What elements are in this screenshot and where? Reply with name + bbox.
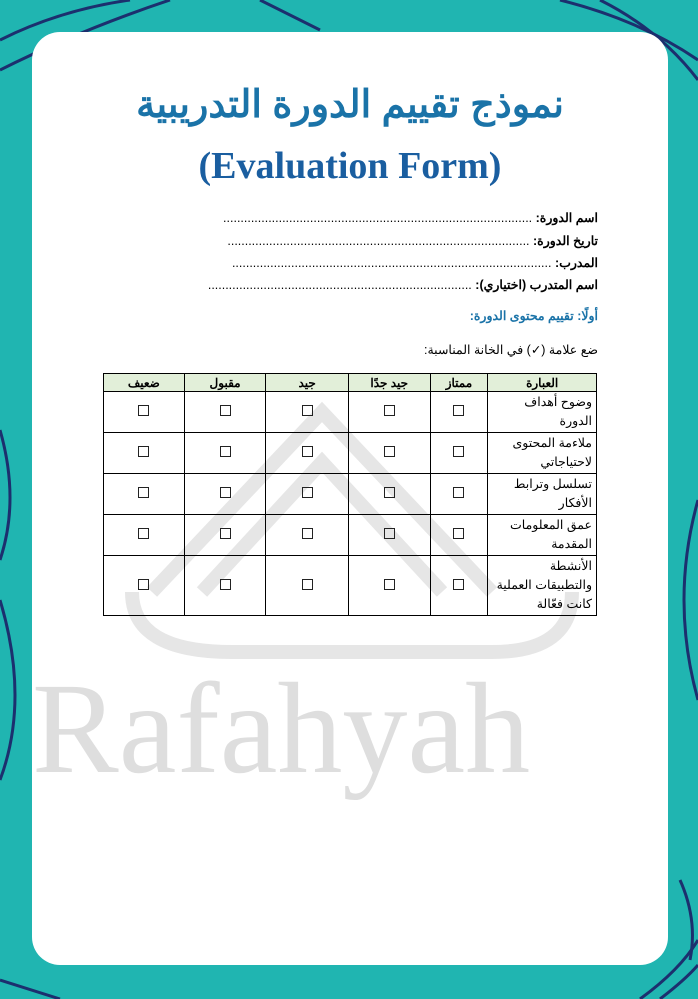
checkbox-excellent[interactable] [453,446,465,457]
section-heading: أولًا: تقييم محتوى الدورة: [469,309,598,323]
rating-cell-very-good [347,473,431,515]
checkbox-excellent[interactable] [453,487,465,498]
instruction-text: ضع علامة (✓) في الخانة المناسبة: [424,343,598,357]
checkbox-very-good[interactable] [383,578,395,590]
statement-cell: وضوح أهداف الدورة [487,391,597,433]
field-label: اسم الدورة: [535,211,598,225]
rating-cell-acceptable [183,555,267,616]
field-blank: ........................................… [223,211,533,225]
statement-cell: عمق المعلومات المقدمة [487,514,597,556]
course-date-field[interactable]: تاريخ الدورة: ..........................… [227,233,598,248]
checkbox-very-good[interactable] [383,446,395,457]
header-good: جيد [265,373,349,392]
statement-cell: الأنشطة والتطبيقات العملية كانت فعّالة [487,555,597,616]
checkbox-excellent[interactable] [453,405,465,416]
header-acceptable: مقبول [183,373,267,392]
checkbox-acceptable[interactable] [219,578,231,590]
rating-cell-very-good [347,514,431,556]
rating-cell-good [265,432,349,474]
rating-cell-good [265,473,349,515]
header-statement: العبارة [487,373,597,392]
table-row: تسلسل وترابط الأفكار [103,473,597,515]
header-weak: ضعيف [103,373,185,392]
statement-cell: تسلسل وترابط الأفكار [487,473,597,515]
field-blank: ........................................… [207,278,472,292]
field-label: تاريخ الدورة: [533,234,598,248]
checkbox-very-good[interactable] [383,405,395,416]
field-blank: ........................................… [231,256,552,270]
table-row: ملاءمة المحتوى لاحتياجاتي [103,432,597,474]
page-title-english: (Evaluation Form) [198,145,502,187]
rating-cell-excellent [429,514,489,556]
checkbox-very-good[interactable] [383,487,395,498]
rating-cell-good [265,555,349,616]
table-row: عمق المعلومات المقدمة [103,514,597,556]
rating-cell-excellent [429,432,489,474]
rating-cell-excellent [429,555,489,616]
rating-cell-weak [103,432,185,474]
header-very-good: جيد جدًا [347,373,431,392]
checkbox-good[interactable] [301,487,313,498]
checkbox-weak[interactable] [138,487,150,498]
rating-cell-acceptable [183,514,267,556]
rating-cell-weak [103,555,185,616]
course-name-field[interactable]: اسم الدورة: ............................… [223,210,598,225]
rating-cell-weak [103,391,185,433]
trainer-field[interactable]: المدرب: ................................… [232,255,598,270]
checkbox-acceptable[interactable] [219,446,231,457]
page-title-arabic: نموذج تقييم الدورة التدريبية [136,84,564,126]
rating-cell-very-good [347,555,431,616]
svg-text:Rafahyah: Rafahyah [32,657,530,801]
checkbox-acceptable[interactable] [219,405,231,416]
rating-cell-weak [103,514,185,556]
header-excellent: ممتاز [429,373,489,392]
rating-cell-acceptable [183,391,267,433]
rating-cell-weak [103,473,185,515]
table-row: وضوح أهداف الدورة [103,391,597,433]
rating-cell-good [265,514,349,556]
evaluation-table: العبارة ممتاز جيد جدًا جيد مقبول ضعيف وض… [103,373,597,616]
trainee-name-field[interactable]: اسم المتدرب (اختياري): .................… [208,277,598,292]
checkbox-good[interactable] [301,405,313,416]
rating-cell-acceptable [183,473,267,515]
table-header-row: العبارة ممتاز جيد جدًا جيد مقبول ضعيف [103,373,597,392]
rating-cell-excellent [429,391,489,433]
checkbox-good[interactable] [301,528,313,539]
rating-cell-good [265,391,349,433]
field-label: المدرب: [554,256,598,270]
checkbox-weak[interactable] [138,446,150,457]
rating-cell-very-good [347,432,431,474]
checkbox-weak[interactable] [138,528,150,539]
checkbox-acceptable[interactable] [219,487,231,498]
checkbox-good[interactable] [301,578,313,590]
field-blank: ........................................… [227,234,530,248]
checkbox-very-good[interactable] [383,528,395,539]
form-page: Rafahyah نموذج تقييم الدورة التدريبية (E… [32,32,668,965]
checkbox-good[interactable] [301,446,313,457]
checkbox-acceptable[interactable] [219,528,231,539]
table-row: الأنشطة والتطبيقات العملية كانت فعّالة [103,555,597,616]
statement-cell: ملاءمة المحتوى لاحتياجاتي [487,432,597,474]
rating-cell-excellent [429,473,489,515]
checkbox-weak[interactable] [138,405,150,416]
checkbox-weak[interactable] [138,578,150,590]
rating-cell-acceptable [183,432,267,474]
checkbox-excellent[interactable] [453,528,465,539]
checkbox-excellent[interactable] [453,578,465,590]
field-label: اسم المتدرب (اختياري): [475,278,598,292]
rating-cell-very-good [347,391,431,433]
